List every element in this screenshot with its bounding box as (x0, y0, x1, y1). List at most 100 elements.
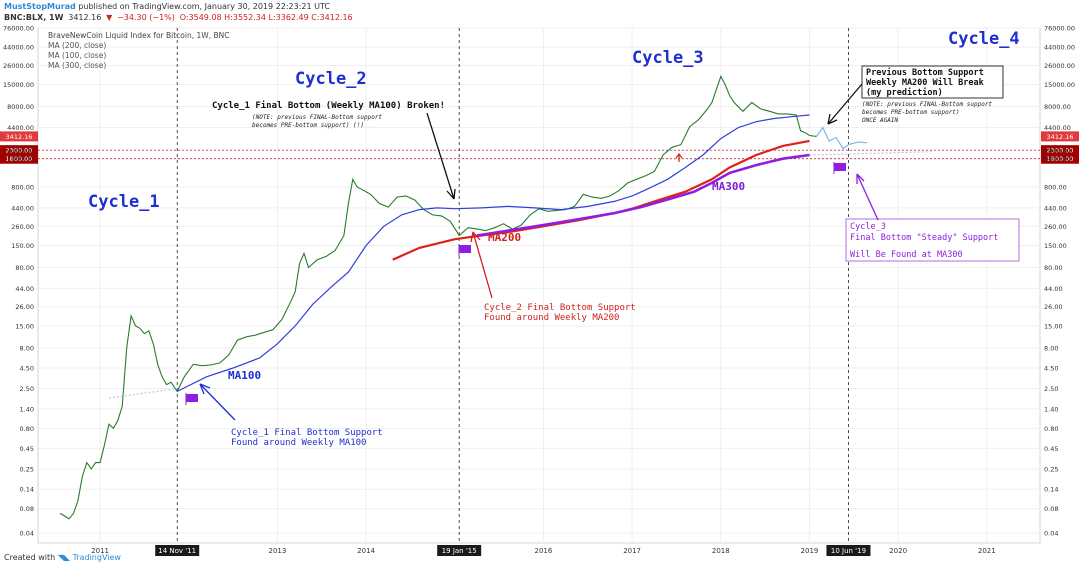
cycle4-label: Cycle_4 (948, 29, 1020, 49)
y-tick-label-left: 44.00 (15, 285, 34, 293)
y-tick-label-left: 260.00 (11, 223, 34, 231)
cycle2-bottom-arrowhead (470, 231, 481, 243)
y-tick-label-left: 4400.00 (7, 124, 34, 132)
y-tick-label-left: 0.45 (20, 445, 34, 453)
price-tag-left-label: 1800.00 (6, 155, 33, 163)
cycle2-label: Cycle_2 (295, 69, 367, 89)
y-tick-label-right: 150.00 (1044, 242, 1067, 250)
author-link[interactable]: MustStopMurad (4, 2, 76, 11)
small-red-arrow (675, 153, 683, 162)
ma200-label: MA200 (488, 231, 521, 244)
price-tag-left-label: 3412.16 (6, 133, 33, 141)
y-axis-right: 0.04 0.08 0.14 0.25 0.45 0.80 1.40 2.50 4.50 8.00… (1044, 25, 1075, 538)
symbol-line: BNC:BLX, 1W 3412.16 ▼ −34.30 (−1%) O:354… (4, 13, 355, 22)
cycle3-box-line3: Will Be Found at MA300 (850, 250, 963, 260)
plot-background (37, 27, 1041, 544)
y-tick-label-left: 2300.00 (7, 147, 34, 155)
cycle1-bottom-arrowhead (199, 383, 211, 395)
prediction-line3: (my prediction) (866, 87, 943, 98)
y-tick-label-right: 0.08 (1044, 505, 1058, 513)
y-tick-label-left: 150.00 (11, 242, 34, 250)
prediction-box (861, 65, 1004, 99)
series-line-ma-300-close- (476, 153, 810, 237)
cycle2-bottom-line1: Cycle_2 Final Bottom Support (484, 303, 636, 313)
note2-line2: becomes PRE-bottom support) (862, 109, 960, 116)
y-tick-label-left: 44000.00 (3, 44, 34, 52)
x-tick-label: 2021 (978, 547, 996, 555)
chart-title: BraveNewCoin Liquid Index for Bitcoin, 1… (48, 31, 229, 40)
y-tick-label-left: 15.00 (15, 322, 34, 330)
y-tick-label-left: 15000.00 (3, 81, 34, 89)
tradingview-logo-icon: ◥◣ (57, 553, 71, 562)
series-line-projection (816, 126, 868, 150)
y-tick-label-right: 2.50 (1044, 385, 1058, 393)
x-tick-label: 2017 (623, 547, 641, 555)
y-tick-label-right: 4.50 (1044, 364, 1058, 372)
price-tag-right-label: 2300.00 (1047, 147, 1074, 155)
y-tick-label-left: 0.25 (20, 465, 34, 473)
y-tick-label-left: 2.50 (20, 385, 34, 393)
y-tick-label-left: 8000.00 (7, 103, 34, 111)
cycle2-bottom-line2: Found around Weekly MA200 (484, 313, 619, 323)
y-tick-label-right: 44.00 (1044, 285, 1063, 293)
y-tick-label-right: 2300.00 (1044, 147, 1071, 155)
publish-info: published on TradingView.com, January 30… (78, 2, 330, 11)
cycle2-bottom-arrow (472, 231, 493, 299)
created-with: Created with (4, 553, 56, 562)
series-line-ma300-extension (809, 151, 934, 156)
x-tick-label: 2020 (889, 547, 907, 555)
ma100-label: MA100 (228, 369, 261, 382)
x-marker-label: 10 Jun '19 (831, 547, 866, 555)
y-tick-label-right: 1800.00 (1044, 155, 1071, 163)
down-triangle-icon: ▼ (106, 13, 113, 22)
x-axis: 2011 2013 2014 2016 2017 2018 2019 2020 2021 14 N… (91, 545, 996, 556)
x-marker-tag (826, 545, 871, 556)
y-tick-label-right: 0.25 (1044, 465, 1058, 473)
y-tick-label-right: 0.04 (1044, 529, 1058, 537)
cycle1-label: Cycle_1 (88, 192, 160, 212)
purple-flag-icon (834, 163, 846, 171)
tradingview-brand[interactable]: TradingView (72, 553, 121, 562)
y-tick-label-left: 8.00 (20, 344, 34, 352)
series-group (59, 75, 934, 520)
cycle1-bottom-arrow (199, 383, 236, 421)
x-marker-tag (155, 545, 200, 556)
note2-line3: ONCE AGAIN (862, 117, 899, 124)
cycle1-broken-arrow (426, 112, 455, 200)
y-tick-label-right: 44000.00 (1044, 44, 1075, 52)
cycle3-box-line1: Cycle_3 (850, 222, 886, 232)
y-tick-label-right: 0.14 (1044, 486, 1058, 494)
prediction-line2: Weekly MA200 Will Break (866, 77, 984, 88)
x-marker-label: 14 Nov '11 (158, 547, 196, 555)
last-price: 3412.16 (68, 13, 102, 22)
cycle1-bottom-line1: Cycle_1 Final Bottom Support (231, 428, 383, 438)
y-tick-label-right: 15000.00 (1044, 81, 1075, 89)
note1-line2: becomes PRE-bottom support) (!) (252, 122, 364, 129)
cycle3-arrowhead (856, 173, 865, 184)
price-tag-left (0, 131, 38, 142)
y-tick-label-left: 0.80 (20, 425, 34, 433)
price-tag-right-label: 1800.00 (1047, 155, 1074, 163)
x-tick-label: 2014 (357, 547, 375, 555)
y-tick-label-left: 26.00 (15, 303, 34, 311)
y-tick-label-left: 1.40 (20, 405, 34, 413)
y-tick-label-left: 0.14 (20, 486, 34, 494)
y-tick-label-left: 0.08 (20, 505, 34, 513)
x-tick-label: 2018 (712, 547, 730, 555)
price-tag-right (1041, 131, 1079, 142)
symbol: BNC:BLX, 1W (4, 13, 64, 22)
price-tag-left (0, 145, 38, 156)
prediction-line1: Previous Bottom Support (866, 67, 984, 78)
y-tick-label-right: 0.45 (1044, 445, 1058, 453)
prediction-arrowhead (827, 113, 838, 125)
y-tick-label-left: 800.00 (11, 184, 34, 192)
y-tick-label-right: 26.00 (1044, 303, 1063, 311)
ohlc-values: O:3549.08 H:3552.34 L:3362.49 C:3412.16 (179, 13, 353, 22)
cycle1-broken-arrowhead (446, 188, 456, 200)
series-line-ma-100-close- (176, 114, 810, 392)
y-axis-left: 0.04 0.08 0.14 0.25 0.45 0.80 1.40 2.50 4.50 8.00… (3, 25, 34, 538)
header: MustStopMurad published on TradingView.c… (0, 0, 1080, 24)
y-tick-label-left: 76000.00 (3, 25, 34, 33)
